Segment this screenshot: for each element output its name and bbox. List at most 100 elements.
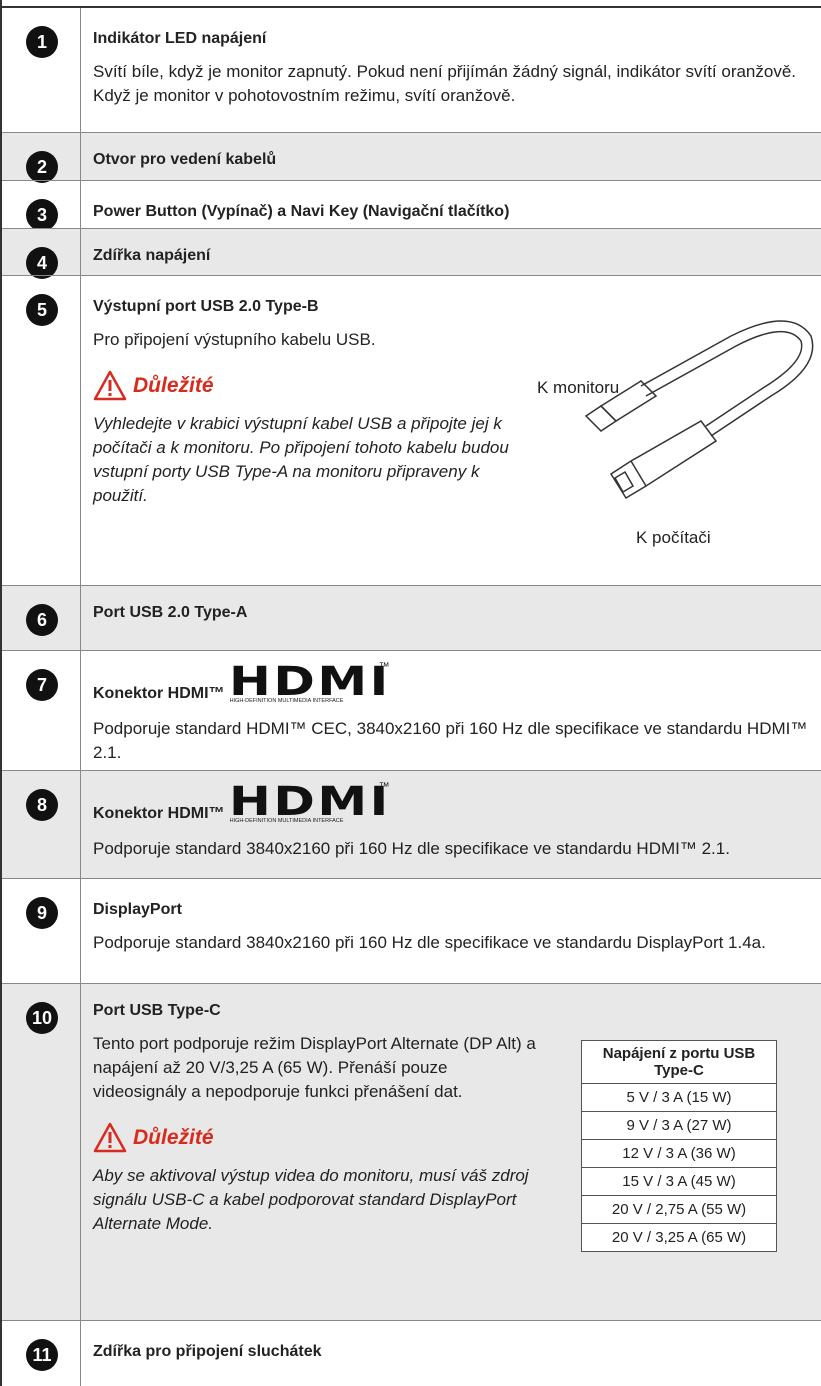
title: Port USB Type-C (93, 1002, 221, 1019)
title: Zdířka pro připojení sluchátek (93, 1343, 322, 1360)
title: Indikátor LED napájení (93, 30, 267, 47)
warning-icon (93, 370, 127, 401)
content: Zdířka napájení (81, 229, 821, 275)
row: 10 Port USB Type-C Tento port podporuje re… (2, 983, 821, 1320)
figure-label: K počítači (636, 528, 711, 547)
content: Konektor HDMI™ HDMI ™ HIGH-DEFINITION MULTI… (81, 651, 821, 770)
important-heading: Důležité (93, 370, 533, 402)
title: Zdířka napájení (93, 247, 211, 264)
number-cell: 4 (2, 229, 81, 279)
table-cell: 20 V / 3,25 A (65 W) (581, 1223, 777, 1252)
table-row: 20 V / 3,25 A (65 W) (581, 1223, 777, 1252)
logo-tm: ™ (378, 661, 390, 673)
number-cell: 7 (2, 651, 81, 770)
logo-mark: HDMI (228, 779, 391, 825)
content: Zdířka pro připojení sluchátek (81, 1321, 821, 1386)
title: Výstupní port USB 2.0 Type-B (93, 298, 319, 315)
table-row: 12 V / 3 A (36 W) (581, 1139, 777, 1168)
row: 4 Zdířka napájení (2, 228, 821, 279)
number-badge: 6 (26, 604, 58, 636)
number-cell: 11 (2, 1321, 81, 1386)
cable-illustration (584, 320, 814, 500)
number-badge: 3 (26, 199, 58, 231)
content: Indikátor LED napájení Svítí bíle, když j… (81, 8, 821, 132)
table-cell: 15 V / 3 A (45 W) (581, 1167, 777, 1196)
table-row: 15 V / 3 A (45 W) (581, 1167, 777, 1196)
heading: Konektor HDMI™ HDMI ™ HIGH-DEFINITION MULTI… (93, 779, 811, 825)
row: 9 DisplayPort Podporuje standard 3840x2160… (2, 878, 821, 983)
row: 1 Indikátor LED napájení Svítí bíle, když … (2, 6, 821, 132)
number-badge: 11 (26, 1339, 58, 1371)
important-title: Důležité (133, 374, 214, 397)
title: Konektor HDMI™ (93, 805, 225, 822)
paragraph: Tento port podporuje režim DisplayPort A… (93, 1034, 536, 1101)
important-text: Aby se aktivoval výstup videa do monitor… (93, 1166, 529, 1233)
number-badge: 8 (26, 789, 58, 821)
important-text: Vyhledejte v krabici výstupní kabel USB … (93, 414, 509, 505)
row: 7 Konektor HDMI™ HDMI ™ HIGH-DEFINITION MULT… (2, 650, 821, 770)
content: Otvor pro vedení kabelů (81, 133, 821, 180)
figure: K monitoru K počítači (531, 296, 821, 566)
content: DisplayPort Podporuje standard 3840x2160 … (81, 879, 821, 983)
table-cell: 5 V / 3 A (15 W) (581, 1083, 777, 1112)
table-row: 5 V / 3 A (15 W) (581, 1083, 777, 1112)
number-cell: 2 (2, 133, 81, 183)
hdmi-logo: HDMI ™ HIGH-DEFINITION MULTIMEDIA INTERFAC… (229, 659, 390, 705)
number-cell: 3 (2, 181, 81, 231)
hdmi-logo: HDMI ™ HIGH-DEFINITION MULTIMEDIA INTERFAC… (229, 779, 390, 825)
number-cell: 10 (2, 984, 81, 1320)
paragraph: Svítí bíle, když je monitor zapnutý. Pok… (93, 62, 797, 105)
title: Otvor pro vedení kabelů (93, 151, 277, 168)
logo-tagline: HIGH-DEFINITION MULTIMEDIA INTERFACE (229, 818, 344, 824)
table-header: Napájení z portu USB Type-C (581, 1040, 777, 1084)
number-cell: 6 (2, 586, 81, 650)
row: 2 Otvor pro vedení kabelů (2, 132, 821, 183)
title: Konektor HDMI™ (93, 685, 225, 702)
paragraph: Podporuje standard 3840x2160 při 160 Hz … (93, 933, 766, 952)
number-badge: 7 (26, 669, 58, 701)
important-title: Důležité (133, 1126, 214, 1149)
logo-tm: ™ (378, 781, 390, 793)
number-badge: 5 (26, 294, 58, 326)
logo-tagline: HIGH-DEFINITION MULTIMEDIA INTERFACE (229, 698, 344, 704)
content-left: Port USB Type-C Tento port podporuje reži… (93, 1002, 543, 1236)
warning-icon (93, 1122, 127, 1153)
number-badge: 2 (26, 151, 58, 183)
heading: Konektor HDMI™ HDMI ™ HIGH-DEFINITION MULTI… (93, 659, 811, 705)
number-badge: 10 (26, 1002, 58, 1034)
number-badge: 4 (26, 247, 58, 279)
number-cell: 8 (2, 771, 81, 878)
number-badge: 9 (26, 897, 58, 929)
important-heading: Důležité (93, 1122, 543, 1154)
number-cell: 9 (2, 879, 81, 983)
content: Port USB Type-C Tento port podporuje reži… (81, 984, 821, 1320)
power-table: Napájení z portu USB Type-C 5 V / 3 A (15… (581, 1040, 777, 1252)
logo-mark: HDMI (228, 659, 391, 705)
number-cell: 1 (2, 8, 81, 132)
paragraph: Pro připojení výstupního kabelu USB. (93, 330, 376, 349)
content: Výstupní port USB 2.0 Type-B Pro připojen… (81, 276, 821, 585)
number-cell: 5 (2, 276, 81, 585)
table-row: 9 V / 3 A (27 W) (581, 1111, 777, 1140)
table-cell: 12 V / 3 A (36 W) (581, 1139, 777, 1168)
content: Power Button (Vypínač) a Navi Key (Navig… (81, 181, 821, 228)
row: 3 Power Button (Vypínač) a Navi Key (Navi… (2, 180, 821, 231)
row: 8 Konektor HDMI™ HDMI ™ HIGH-DEFINITION MULT… (2, 770, 821, 878)
row: 11 Zdířka pro připojení sluchátek (2, 1320, 821, 1386)
row: 6 Port USB 2.0 Type-A (2, 585, 821, 650)
title: Power Button (Vypínač) a Navi Key (Navig… (93, 203, 510, 220)
title: DisplayPort (93, 901, 182, 918)
table-row: 20 V / 2,75 A (55 W) (581, 1195, 777, 1224)
content-left: Výstupní port USB 2.0 Type-B Pro připojen… (93, 298, 533, 508)
paragraph: Podporuje standard HDMI™ CEC, 3840x2160 … (93, 719, 808, 762)
number-badge: 1 (26, 26, 58, 58)
table-row: Napájení z portu USB Type-C (581, 1040, 777, 1084)
row: 5 Výstupní port USB 2.0 Type-B Pro připoje… (2, 275, 821, 585)
paragraph: Podporuje standard 3840x2160 při 160 Hz … (93, 839, 730, 858)
title: Port USB 2.0 Type-A (93, 604, 248, 621)
content: Port USB 2.0 Type-A (81, 586, 821, 650)
figure-label: K monitoru (537, 378, 620, 397)
content: Konektor HDMI™ HDMI ™ HIGH-DEFINITION MULTI… (81, 771, 821, 878)
table-cell: 9 V / 3 A (27 W) (581, 1111, 777, 1140)
